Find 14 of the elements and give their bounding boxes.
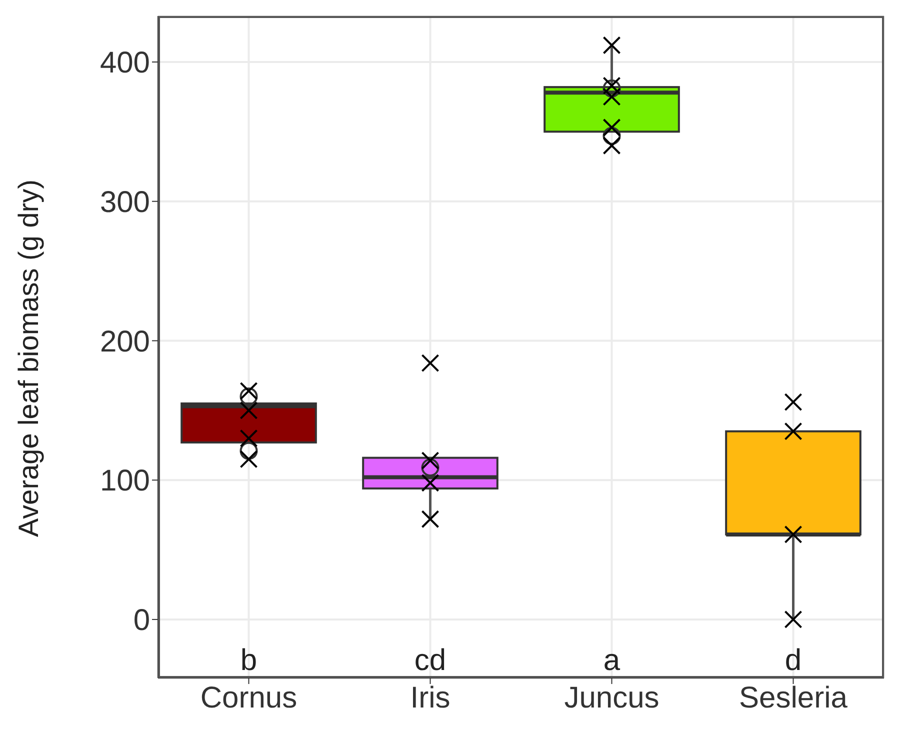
y-tick-label: 300 [100, 186, 150, 220]
x-tick-label: Cornus [200, 681, 298, 714]
y-axis-title: Average leaf biomass (g dry) [12, 180, 44, 537]
annotation: b [240, 644, 258, 677]
annotation: a [603, 644, 620, 677]
x-tick-label: Sesleria [739, 681, 848, 714]
y-tick-label: 100 [100, 464, 150, 498]
annotation: cd [414, 644, 446, 677]
y-tick-label: 400 [100, 46, 150, 80]
x-tick-label: Juncus [564, 681, 660, 714]
y-tick-label: 0 [133, 604, 150, 638]
annotation: d [784, 644, 802, 677]
y-tick-label: 200 [100, 325, 150, 358]
x-tick-label: Iris [410, 681, 450, 714]
